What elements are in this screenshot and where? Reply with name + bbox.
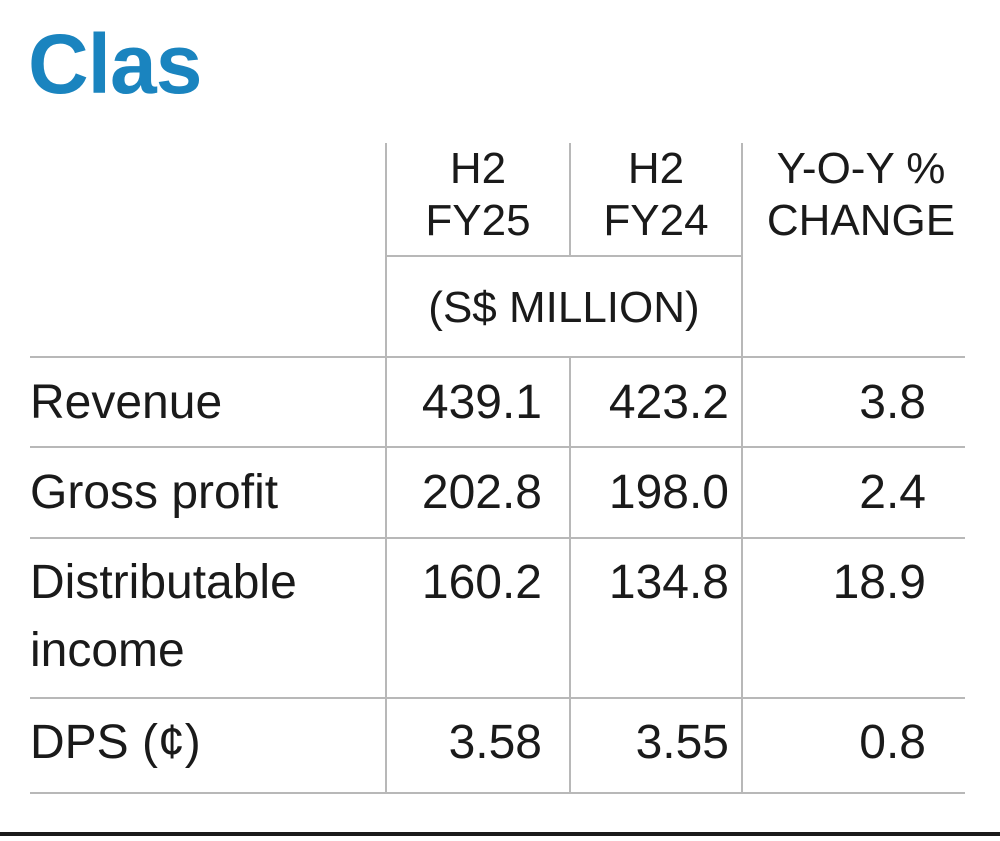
cell-dps-h2-fy25: 3.58: [448, 716, 542, 769]
grid-hline-row1: [30, 446, 965, 448]
column-header-h2-fy25: H2 FY25: [387, 143, 569, 247]
cell-dps-h2-fy24: 3.55: [635, 716, 729, 769]
cell-gross-profit-yoy: 2.4: [859, 466, 926, 519]
grid-vline-1: [385, 143, 387, 793]
column-header-line2: CHANGE: [766, 196, 956, 245]
cell-revenue-h2-fy25: 439.1: [421, 376, 542, 429]
column-header-yoy-change: Y-O-Y % CHANGE: [743, 143, 979, 247]
unit-label: (S$ MILLION): [428, 283, 700, 332]
row-label-line1: Distributable: [30, 556, 297, 609]
cell-dps-yoy: 0.8: [859, 716, 926, 769]
cell-gross-profit-h2-fy24: 198.0: [608, 466, 729, 519]
row-label-distributable-income: Distributable income: [30, 552, 297, 682]
grid-hline-header: [30, 356, 965, 358]
cell-distributable-income-h2-fy25: 160.2: [421, 556, 542, 609]
column-header-line1: H2: [627, 144, 685, 193]
grid-hline-row4: [30, 792, 965, 794]
cell-revenue-yoy: 3.8: [859, 376, 926, 429]
grid-vline-3: [741, 143, 743, 793]
cell-gross-profit-h2-fy25: 202.8: [421, 466, 542, 519]
bottom-rule: [0, 832, 1000, 836]
row-label-gross-profit: Gross profit: [30, 466, 279, 519]
cell-distributable-income-yoy: 18.9: [832, 556, 926, 609]
column-header-line2: FY24: [603, 196, 709, 245]
column-header-h2-fy24: H2 FY24: [571, 143, 741, 247]
cell-distributable-income-h2-fy24: 134.8: [608, 556, 729, 609]
page-title: Clas: [28, 17, 202, 111]
grid-hline-row3: [30, 697, 965, 699]
row-label-line2: income: [30, 624, 185, 677]
row-label-dps: DPS (¢): [30, 716, 201, 769]
column-header-line1: Y-O-Y %: [776, 144, 946, 193]
cell-revenue-h2-fy24: 423.2: [608, 376, 729, 429]
grid-hline-unit: [385, 255, 743, 257]
grid-vline-2: [569, 143, 571, 255]
column-header-line1: H2: [449, 144, 507, 193]
grid-vline-2b: [569, 357, 571, 793]
grid-hline-row2: [30, 537, 965, 539]
column-header-line2: FY25: [425, 196, 531, 245]
row-label-revenue: Revenue: [30, 376, 223, 429]
